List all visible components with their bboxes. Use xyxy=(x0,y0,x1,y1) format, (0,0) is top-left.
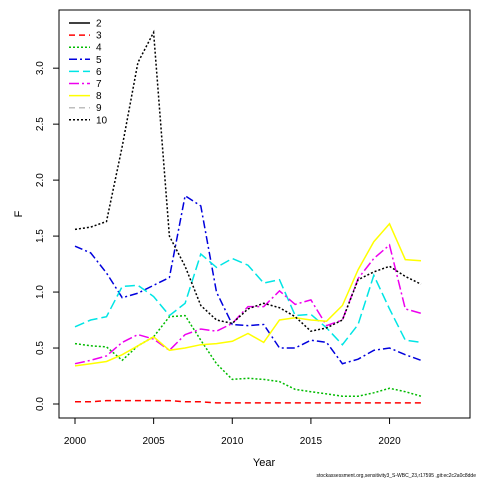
legend-label-8: 8 xyxy=(96,91,102,102)
y-tick-label: 2.5 xyxy=(35,117,46,131)
footer-text: stockassessment.org,sensitivity3_S-WBC_2… xyxy=(316,473,476,479)
x-tick-label: 2000 xyxy=(64,436,87,447)
series-line-10 xyxy=(74,29,422,333)
legend-label-4: 4 xyxy=(96,43,102,54)
legend-label-7: 7 xyxy=(96,79,102,90)
y-tick-label: 0.0 xyxy=(35,397,46,411)
y-tick-label: 3.0 xyxy=(35,61,46,75)
x-tick-label: 2015 xyxy=(300,436,323,447)
series-line-4 xyxy=(74,314,422,397)
x-tick-label: 2010 xyxy=(221,436,244,447)
x-axis: 2000 2005 2010 2015 2020 xyxy=(64,418,401,447)
y-axis: 0.0 0.5 1.0 1.5 2.0 2.5 3.0 xyxy=(35,61,59,411)
series-layer xyxy=(74,29,422,404)
y-tick-label: 2.0 xyxy=(35,173,46,187)
y-tick-label: 0.5 xyxy=(35,341,46,355)
series-line-7 xyxy=(74,243,422,365)
series-line-3 xyxy=(75,399,421,404)
legend-label-9: 9 xyxy=(96,103,102,114)
legend-label-3: 3 xyxy=(96,31,102,42)
plot-frame xyxy=(58,9,471,419)
series-line-5 xyxy=(74,194,422,365)
y-axis-title: F xyxy=(13,210,25,217)
legend-label-2: 2 xyxy=(96,19,102,30)
x-axis-title: Year xyxy=(253,457,276,469)
legend-label-5: 5 xyxy=(96,55,102,66)
legend-label-10: 10 xyxy=(96,115,108,126)
y-tick-label: 1.5 xyxy=(35,229,46,243)
series-line-8 xyxy=(74,222,422,367)
y-tick-label: 1.0 xyxy=(35,285,46,299)
series-line-6 xyxy=(74,252,422,346)
x-tick-label: 2020 xyxy=(378,436,401,447)
legend-label-6: 6 xyxy=(96,67,102,78)
x-tick-label: 2005 xyxy=(143,436,166,447)
